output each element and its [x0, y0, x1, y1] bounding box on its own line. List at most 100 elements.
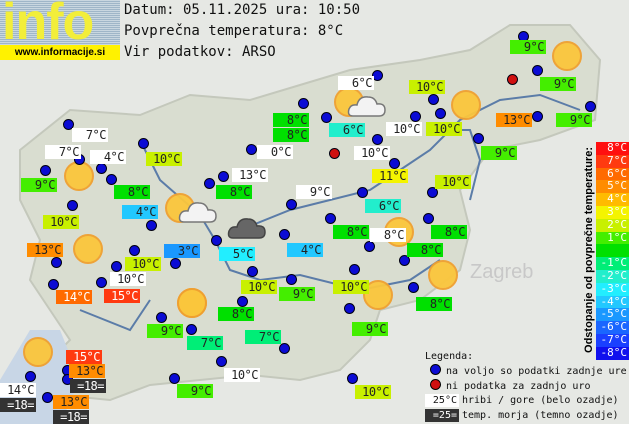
station-temperature[interactable]: 8°C — [370, 228, 406, 242]
station-dot[interactable] — [67, 200, 78, 211]
station-dot[interactable] — [585, 101, 596, 112]
station-dot[interactable] — [372, 134, 383, 145]
station-temperature[interactable]: 10°C — [43, 215, 79, 229]
station-dot[interactable] — [96, 163, 107, 174]
station-dot[interactable] — [349, 264, 360, 275]
station-temperature[interactable]: 10°C — [241, 280, 277, 294]
station-dot[interactable] — [286, 199, 297, 210]
station-temperature[interactable]: 8°C — [416, 297, 452, 311]
station-dot[interactable] — [321, 112, 332, 123]
station-temperature[interactable]: 4°C — [287, 243, 323, 257]
station-temperature[interactable]: 13°C — [496, 113, 532, 127]
station-temperature[interactable]: 14°C — [0, 383, 36, 397]
station-dot[interactable] — [279, 343, 290, 354]
station-temperature[interactable]: 9°C — [352, 322, 388, 336]
station-dot[interactable] — [427, 187, 438, 198]
station-temperature[interactable]: 9°C — [21, 178, 57, 192]
station-temperature[interactable]: 7°C — [187, 336, 223, 350]
station-temperature[interactable]: 10°C — [386, 122, 422, 136]
station-temperature[interactable]: =18= — [0, 398, 36, 412]
station-dot[interactable] — [218, 171, 229, 182]
station-dot[interactable] — [473, 133, 484, 144]
station-temperature[interactable]: 9°C — [556, 113, 592, 127]
station-dot[interactable] — [63, 119, 74, 130]
missing-data-dot[interactable] — [329, 148, 340, 159]
station-dot[interactable] — [42, 392, 53, 403]
station-temperature[interactable]: 13°C — [69, 364, 105, 378]
station-dot[interactable] — [146, 220, 157, 231]
logo-url[interactable]: www.informacije.si — [0, 45, 120, 60]
station-temperature[interactable]: 7°C — [245, 330, 281, 344]
station-temperature[interactable]: =18= — [70, 379, 106, 393]
station-temperature[interactable]: 6°C — [338, 76, 374, 90]
station-dot[interactable] — [106, 174, 117, 185]
station-temperature[interactable]: 7°C — [45, 145, 81, 159]
station-dot[interactable] — [247, 266, 258, 277]
station-temperature[interactable]: 9°C — [481, 146, 517, 160]
station-dot[interactable] — [48, 279, 59, 290]
station-temperature[interactable]: 10°C — [355, 385, 391, 399]
station-dot[interactable] — [96, 277, 107, 288]
station-temperature[interactable]: 10°C — [409, 80, 445, 94]
station-temperature[interactable]: 6°C — [365, 199, 401, 213]
station-dot[interactable] — [532, 65, 543, 76]
station-dot[interactable] — [428, 94, 439, 105]
station-temperature[interactable]: 13°C — [27, 243, 63, 257]
station-dot[interactable] — [211, 235, 222, 246]
station-dot[interactable] — [169, 373, 180, 384]
station-temperature[interactable]: 3°C — [164, 244, 200, 258]
station-dot[interactable] — [372, 70, 383, 81]
station-dot[interactable] — [51, 257, 62, 268]
station-temperature[interactable]: 10°C — [435, 175, 471, 189]
station-dot[interactable] — [389, 158, 400, 169]
station-dot[interactable] — [129, 245, 140, 256]
station-temperature[interactable]: 8°C — [407, 243, 443, 257]
station-dot[interactable] — [138, 138, 149, 149]
station-temperature[interactable]: 5°C — [219, 247, 255, 261]
station-dot[interactable] — [40, 165, 51, 176]
station-temperature[interactable]: =18= — [53, 410, 89, 424]
station-temperature[interactable]: 0°C — [257, 145, 293, 159]
station-temperature[interactable]: 13°C — [232, 168, 268, 182]
station-dot[interactable] — [325, 213, 336, 224]
station-temperature[interactable]: 9°C — [510, 40, 546, 54]
station-temperature[interactable]: 9°C — [279, 287, 315, 301]
station-temperature[interactable]: 10°C — [146, 152, 182, 166]
station-temperature[interactable]: 9°C — [177, 384, 213, 398]
station-dot[interactable] — [357, 187, 368, 198]
station-temperature[interactable]: 8°C — [333, 225, 369, 239]
station-temperature[interactable]: 13°C — [53, 395, 89, 409]
station-dot[interactable] — [399, 255, 410, 266]
station-dot[interactable] — [111, 261, 122, 272]
station-temperature[interactable]: 15°C — [104, 289, 140, 303]
station-temperature[interactable]: 8°C — [216, 185, 252, 199]
station-dot[interactable] — [410, 111, 421, 122]
station-temperature[interactable]: 4°C — [122, 205, 158, 219]
station-temperature[interactable]: 14°C — [56, 290, 92, 304]
station-temperature[interactable]: 10°C — [354, 146, 390, 160]
station-dot[interactable] — [204, 178, 215, 189]
station-dot[interactable] — [423, 213, 434, 224]
station-temperature[interactable]: 9°C — [540, 77, 576, 91]
station-temperature[interactable]: 10°C — [426, 122, 462, 136]
station-dot[interactable] — [347, 373, 358, 384]
station-dot[interactable] — [435, 108, 446, 119]
station-temperature[interactable]: 8°C — [431, 225, 467, 239]
station-temperature[interactable]: 9°C — [296, 185, 332, 199]
missing-data-dot[interactable] — [507, 74, 518, 85]
station-temperature[interactable]: 8°C — [218, 307, 254, 321]
station-temperature[interactable]: 8°C — [114, 185, 150, 199]
station-dot[interactable] — [237, 296, 248, 307]
station-dot[interactable] — [279, 229, 290, 240]
station-dot[interactable] — [286, 274, 297, 285]
station-temperature[interactable]: 8°C — [273, 128, 309, 142]
logo[interactable]: info www.informacije.si — [0, 0, 120, 60]
station-dot[interactable] — [298, 98, 309, 109]
station-temperature[interactable]: 8°C — [273, 113, 309, 127]
station-dot[interactable] — [170, 258, 181, 269]
station-dot[interactable] — [25, 371, 36, 382]
station-dot[interactable] — [532, 111, 543, 122]
station-temperature[interactable]: 10°C — [333, 280, 369, 294]
station-temperature[interactable]: 6°C — [329, 123, 365, 137]
station-temperature[interactable]: 7°C — [72, 128, 108, 142]
